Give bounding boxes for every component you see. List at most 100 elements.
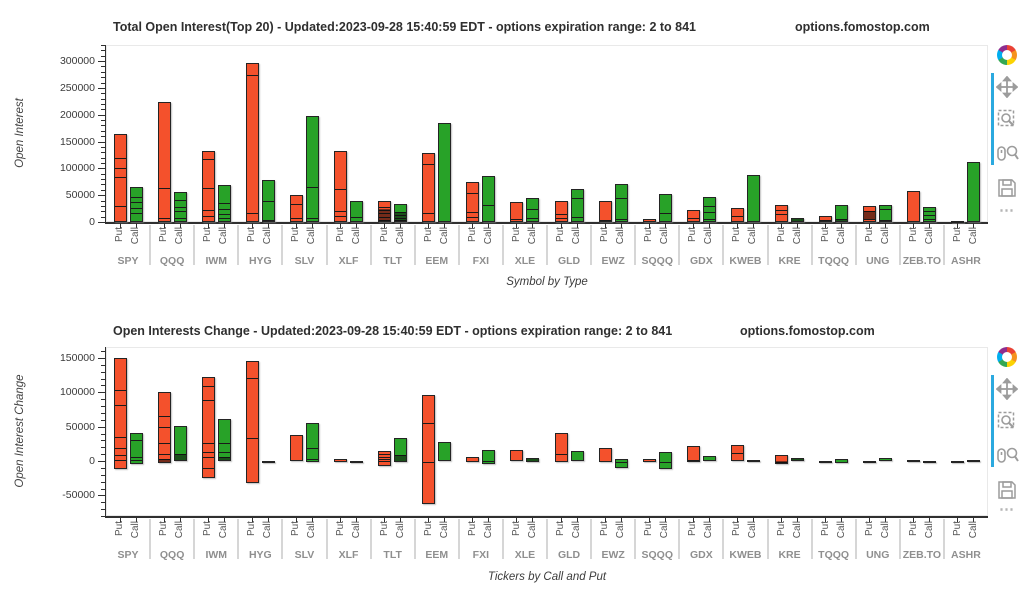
x-bar-tick <box>251 223 253 228</box>
bar-type-label: Call <box>571 227 583 245</box>
save-icon[interactable] <box>996 479 1020 503</box>
bar-segment-line <box>351 217 363 219</box>
put-bar <box>775 205 789 222</box>
bar-type-label: Call <box>438 521 450 539</box>
y-minor-tick <box>101 77 105 79</box>
put-bar <box>554 433 568 462</box>
chart2-title: Open Interests Change - Updated:2023-09-… <box>113 324 673 338</box>
y-minor-tick <box>101 385 105 387</box>
chart1-plot-area[interactable] <box>106 45 988 222</box>
category-separator <box>325 225 328 265</box>
category-separator <box>281 225 284 265</box>
pan-icon[interactable] <box>995 75 1020 100</box>
call-bar <box>350 200 364 222</box>
x-category-label: XLF <box>338 549 359 561</box>
x-category-label: QQQ <box>159 255 185 267</box>
bar-dark-segment <box>218 456 230 461</box>
x-category-label: UNG <box>866 549 890 561</box>
bar-segment-line <box>423 462 435 464</box>
bar-segment-line <box>218 202 230 204</box>
bar-type-label: Put <box>863 521 875 537</box>
put-bar <box>378 451 392 466</box>
bar-segment-line <box>731 453 743 455</box>
x-category-label: ZEB.TO <box>902 255 941 267</box>
x-bar-tick <box>604 517 606 522</box>
x-bar-tick <box>957 517 959 522</box>
bar-type-label: Call <box>218 521 230 539</box>
save-icon[interactable] <box>996 177 1020 201</box>
bar-type-label: Call <box>923 521 935 539</box>
x-bar-tick <box>488 517 490 522</box>
wheel-zoom-icon[interactable] <box>996 142 1020 166</box>
more-options-icon[interactable]: ⋯ <box>999 501 1015 518</box>
x-category-label: KRE <box>778 549 801 561</box>
put-bar <box>289 195 303 222</box>
bar-type-label: Put <box>555 227 567 243</box>
pan-icon[interactable] <box>995 377 1020 402</box>
chart1-x-axis-title: Symbol by Type <box>506 276 588 288</box>
x-category-label: KRE <box>778 255 801 267</box>
bar-segment-line <box>114 167 126 169</box>
category-separator <box>810 519 813 559</box>
bar-type-label: Put <box>466 521 478 537</box>
bar-type-label: Call <box>482 227 494 245</box>
x-bar-tick <box>869 223 871 228</box>
chart2-plot-area[interactable] <box>106 347 988 516</box>
bar-segment-line <box>880 209 892 211</box>
put-bar <box>510 202 524 222</box>
x-bar-tick <box>207 223 209 228</box>
bar-segment-line <box>158 217 170 219</box>
bar-segment-line <box>423 163 435 165</box>
x-category-label: EEM <box>425 255 449 267</box>
x-category-label: ZEB.TO <box>902 549 941 561</box>
x-category-label: XLF <box>338 255 359 267</box>
category-separator <box>149 225 152 265</box>
bokeh-logo-icon[interactable] <box>997 45 1017 65</box>
x-category-label: FXI <box>472 549 490 561</box>
y-tick-label: 0 <box>89 455 95 468</box>
x-bar-tick <box>179 223 181 228</box>
bar-segment-line <box>130 459 142 461</box>
category-separator <box>193 225 196 265</box>
call-bar <box>261 460 275 463</box>
y-minor-tick <box>101 45 105 46</box>
wheel-zoom-icon[interactable] <box>996 444 1020 468</box>
bar-segment-line <box>924 214 936 216</box>
bar-type-label: Put <box>246 227 258 243</box>
bar-segment-line <box>599 219 611 221</box>
box-zoom-icon[interactable] <box>996 108 1020 132</box>
bar-segment-line <box>467 217 479 219</box>
call-bar <box>570 189 584 222</box>
put-bar <box>819 216 833 222</box>
bar-type-label: Put <box>378 521 390 537</box>
bar-segment-line <box>571 197 583 199</box>
bar-dark-segment <box>792 218 804 221</box>
x-bar-tick <box>428 223 430 228</box>
bar-type-label: Call <box>174 521 186 539</box>
category-separator <box>281 519 284 559</box>
y-tick-label: 150000 <box>59 351 95 364</box>
x-bar-tick <box>119 517 121 522</box>
bar-segment-line <box>218 443 230 445</box>
put-bar <box>334 151 348 222</box>
bar-type-label: Put <box>907 521 919 537</box>
active-tools-indicator <box>991 375 994 467</box>
put-bar <box>642 459 656 462</box>
more-options-icon[interactable]: ⋯ <box>999 202 1015 219</box>
bar-segment-line <box>703 218 715 220</box>
call-bar <box>438 122 452 222</box>
category-separator <box>634 225 637 265</box>
bar-type-label: Put <box>290 227 302 243</box>
bar-segment-line <box>130 440 142 442</box>
box-zoom-icon[interactable] <box>996 410 1020 434</box>
call-bar <box>923 206 937 222</box>
category-separator <box>325 519 328 559</box>
bar-segment-line <box>158 453 170 455</box>
bar-type-label: Put <box>510 521 522 537</box>
bar-segment-line <box>202 386 214 388</box>
y-tick-label: 50000 <box>65 420 95 433</box>
bar-segment-line <box>114 205 126 207</box>
bokeh-logo-icon[interactable] <box>997 347 1017 367</box>
x-bar-tick <box>135 223 137 228</box>
bar-segment-line <box>202 442 214 444</box>
